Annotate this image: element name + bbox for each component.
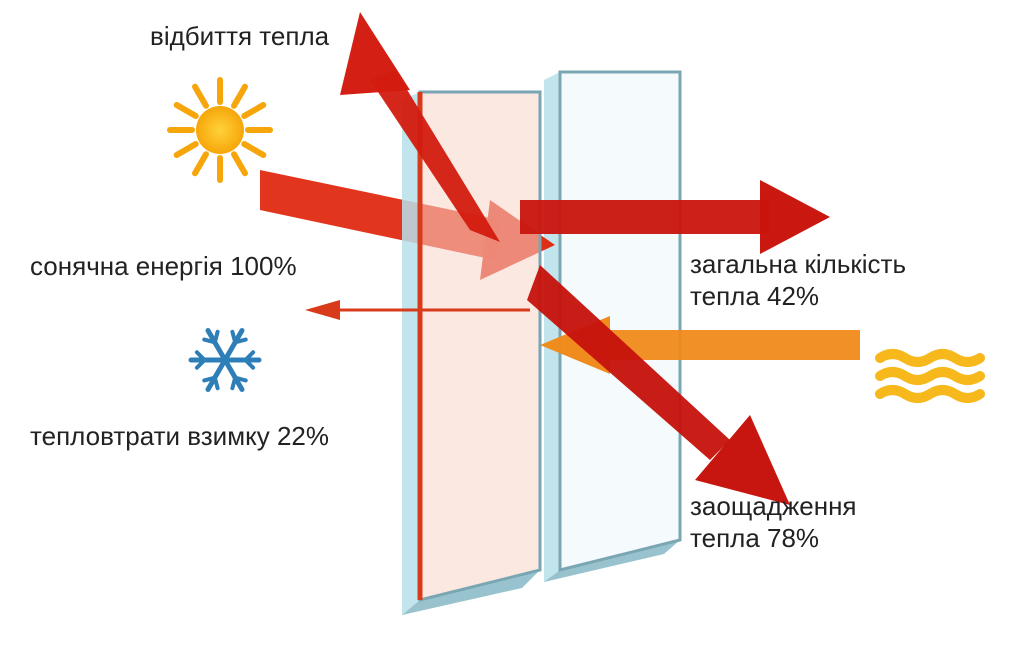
label-reflect: відбиття тепла (150, 20, 329, 53)
label-save-1: заощадження (690, 490, 857, 523)
label-save-2: тепла 78% (690, 522, 819, 555)
label-winter-loss: тепловтрати взимку 22% (30, 420, 329, 453)
sun-icon (170, 80, 270, 180)
diagram-svg (0, 0, 1024, 660)
diagram-stage: { "canvas": { "w": 1024, "h": 660, "bg":… (0, 0, 1024, 660)
label-solar: сонячна енергія 100% (30, 250, 297, 283)
glass-pane-front (402, 92, 540, 615)
label-total-1: загальна кількість (690, 248, 906, 281)
heatwave-icon (880, 354, 980, 398)
snowflake-icon (191, 331, 259, 390)
label-total-2: тепла 42% (690, 280, 819, 313)
